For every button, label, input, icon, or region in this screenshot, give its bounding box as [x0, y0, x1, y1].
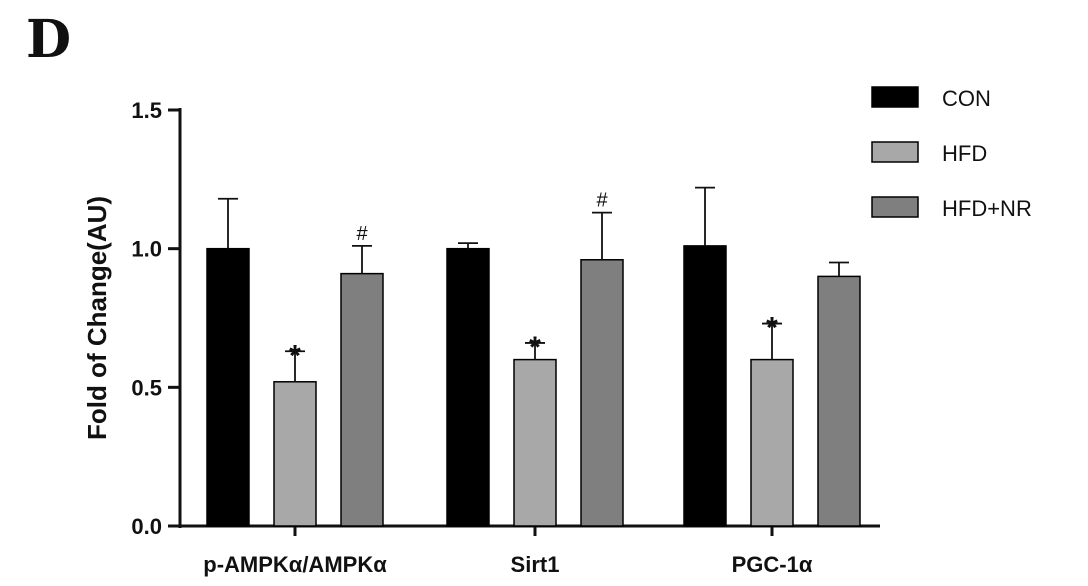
bars: * # * # * — [206, 186, 861, 527]
x-category-label: Sirt1 — [511, 552, 560, 577]
y-tick-label: 0.0 — [131, 514, 162, 539]
y-axis-label: Fold of Change(AU) — [82, 196, 112, 440]
x-axis: p-AMPKα/AMPKα Sirt1 PGC-1α — [178, 524, 880, 577]
y-axis: 0.0 0.5 1.0 1.5 — [131, 98, 182, 539]
legend-label: CON — [942, 86, 991, 111]
x-category-label: PGC-1α — [732, 552, 813, 577]
x-category-label: p-AMPKα/AMPKα — [203, 552, 387, 577]
legend: CON HFD HFD+NR — [871, 86, 1032, 221]
panel-label: D — [26, 9, 72, 70]
legend-label: HFD+NR — [942, 196, 1032, 221]
significance-hash: # — [356, 223, 368, 245]
legend-swatch — [871, 86, 919, 108]
bar — [446, 247, 490, 527]
significance-hash: # — [596, 190, 608, 212]
bar — [750, 358, 794, 527]
legend-label: HFD — [942, 141, 987, 166]
significance-asterisk: * — [766, 312, 778, 345]
bar — [580, 259, 624, 527]
y-tick-label: 1.5 — [131, 98, 162, 123]
significance-asterisk: * — [529, 331, 541, 364]
bar — [683, 245, 727, 527]
bar — [513, 358, 557, 527]
significance-asterisk: * — [289, 339, 301, 372]
bar — [817, 275, 861, 527]
bar — [273, 381, 317, 527]
y-tick-label: 1.0 — [131, 237, 162, 262]
legend-swatch — [871, 141, 919, 163]
bar — [340, 272, 384, 527]
bar — [206, 247, 250, 527]
y-tick-label: 0.5 — [131, 375, 162, 400]
legend-swatch — [871, 196, 919, 218]
